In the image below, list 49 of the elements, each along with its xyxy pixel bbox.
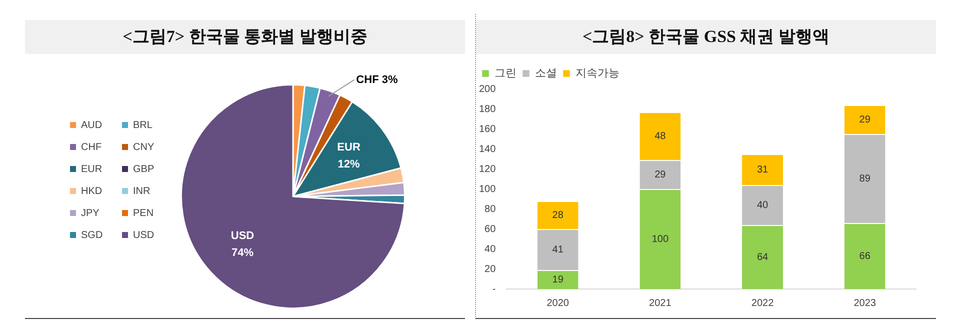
data-label: 31 — [756, 164, 769, 176]
x-tick-label: 2023 — [854, 298, 876, 309]
legend-label: CHF — [80, 142, 103, 153]
y-tick-label: 120 — [478, 164, 496, 175]
legend-label: 그린 — [494, 68, 516, 80]
legend-label: BRL — [132, 120, 154, 131]
legend-label: USD — [132, 230, 156, 241]
data-label: 40 — [756, 200, 769, 211]
data-label: 12% — [338, 158, 360, 170]
legend-label: INR — [132, 186, 152, 197]
y-tick-label: 60 — [484, 224, 496, 235]
legend-label: EUR — [80, 164, 104, 175]
y-tick-label: - — [492, 284, 496, 295]
data-label: 29 — [859, 114, 871, 126]
category-label: CHF 3% — [356, 74, 398, 86]
y-tick-label: 160 — [478, 124, 496, 135]
data-label: 100 — [652, 234, 669, 245]
data-label: 28 — [552, 210, 564, 221]
slice-label: USD — [230, 230, 254, 242]
y-tick-label: 140 — [478, 144, 496, 155]
x-tick-label: 2022 — [751, 298, 774, 309]
y-tick-label: 100 — [478, 184, 496, 195]
data-label: 64 — [756, 252, 769, 263]
y-tick-label: 80 — [484, 204, 496, 215]
y-tick-label: 180 — [478, 104, 496, 115]
y-tick-label: 200 — [478, 84, 496, 95]
legend-label: AUD — [80, 120, 104, 131]
y-tick-label: 20 — [484, 264, 496, 275]
legend-label: SGD — [80, 230, 104, 241]
legend-label: JPY — [80, 208, 100, 219]
legend-label: 지속가능 — [576, 68, 620, 80]
x-tick-label: 2020 — [546, 298, 570, 309]
slice-label: EUR — [337, 141, 360, 154]
y-tick-label: 40 — [484, 244, 496, 255]
data-label: 19 — [552, 274, 564, 286]
chart-title: <그림8> 한국물 GSS 채권 발행액 — [476, 20, 936, 54]
data-label: 66 — [859, 250, 871, 262]
x-tick-label: 2021 — [649, 298, 672, 309]
legend-label: PEN — [132, 208, 155, 219]
legend-label: CNY — [132, 142, 156, 153]
legend-label: HKD — [80, 186, 104, 197]
data-label: 41 — [552, 244, 564, 256]
data-label: 89 — [859, 173, 871, 184]
data-label: 29 — [654, 169, 666, 180]
legend-label: 소셜 — [535, 68, 557, 80]
legend-label: GBP — [132, 164, 156, 175]
data-label: 74% — [231, 246, 254, 259]
data-label: 48 — [654, 130, 666, 142]
chart-title: <그림7> 한국물 통화별 발행비중 — [25, 20, 465, 54]
